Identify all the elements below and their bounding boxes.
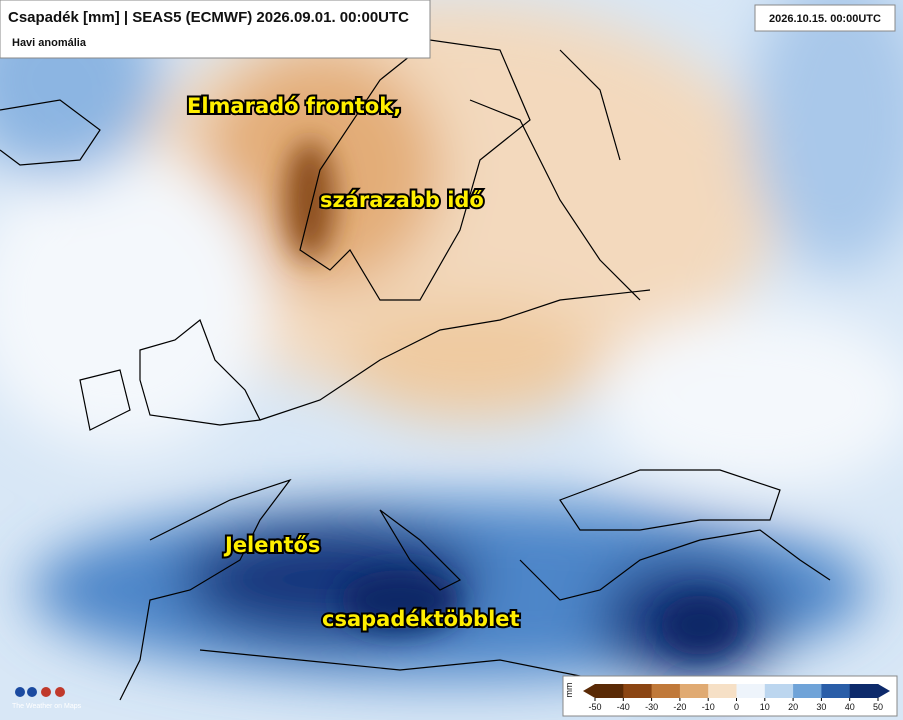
colorbar-segment [679,684,709,698]
colorbar-tick-label: 20 [788,702,798,712]
annotation: Jelentős [223,533,320,557]
title: Csapadék [mm] | SEAS5 (ECMWF) 2026.09.01… [8,9,409,26]
colorbar-label: mm [564,683,574,698]
colorbar-tick-label: 50 [873,702,883,712]
colorbar-segment [821,684,851,698]
colorbar-segment [708,684,737,698]
colorbar-tick-label: 30 [816,702,826,712]
colorbar-tick-label: -30 [645,702,658,712]
annotation: szárazabb idő [320,188,484,212]
colorbar-segment [764,684,794,698]
logo: The Weather on Maps [12,687,82,710]
colorbar-tick-label: 40 [845,702,855,712]
colorbar-tick-label: -40 [617,702,630,712]
logo-text: The Weather on Maps [12,703,82,710]
subtitle: Havi anomália [12,37,87,49]
annotation: csapadéktöbblet [322,607,520,631]
colorbar-tick-label: 10 [760,702,770,712]
colorbar-tick-label: -20 [673,702,686,712]
anomaly-field [0,0,903,680]
colorbar-segment [595,684,624,698]
colorbar-extension [583,684,595,698]
colorbar-segment [793,684,822,698]
header-box [0,0,431,59]
colorbar-tick-label: 0 [734,702,739,712]
colorbar-segment [849,684,879,698]
valid-time: 2026.10.15. 00:00UTC [769,13,881,25]
colorbar-tick-label: -10 [702,702,715,712]
annotation: Elmaradó frontok, [187,94,401,118]
colorbar-tick-label: -50 [588,702,601,712]
colorbar-extension [878,684,890,698]
colorbar: -50 -40 -30 -20 -10 0 10 20 30 40 50 [583,684,890,712]
colorbar-segment [736,684,766,698]
colorbar-segment [623,684,653,698]
annotations: Elmaradó frontok, szárazabb idő Jelentős… [185,92,522,633]
colorbar-segment [651,684,681,698]
valid-time-box [754,4,896,32]
